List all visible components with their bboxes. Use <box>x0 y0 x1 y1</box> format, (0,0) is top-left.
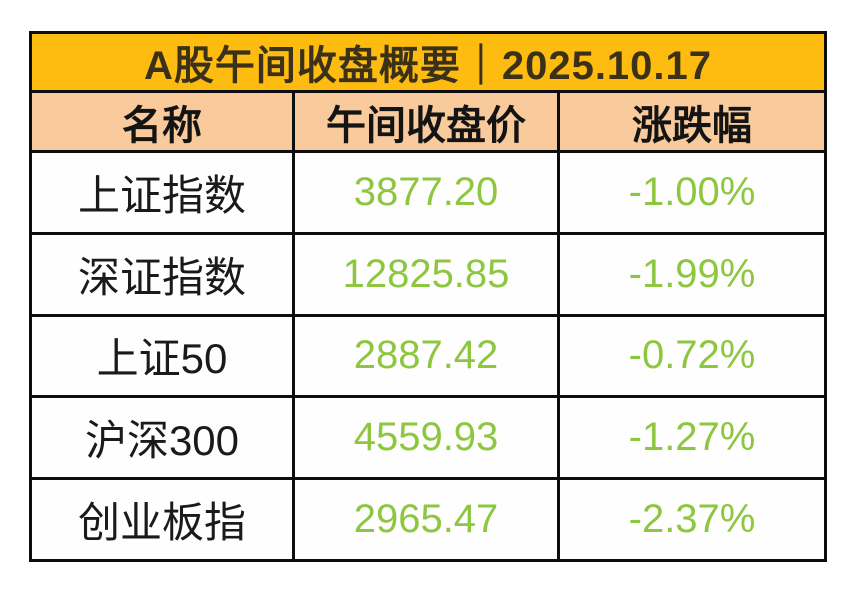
table-row: 上证50 2887.42 -0.72% <box>32 316 824 399</box>
table-row: 深证指数 12825.85 -1.99% <box>32 234 824 317</box>
stock-summary-table: A股午间收盘概要｜2025.10.17 名称 午间收盘价 涨跌幅 上证指数 38… <box>29 31 827 562</box>
index-name: 创业板指 <box>32 480 295 559</box>
closing-price: 2965.47 <box>295 480 560 559</box>
change-pct: -1.99% <box>628 251 756 296</box>
table-row: 沪深300 4559.93 -1.27% <box>32 398 824 481</box>
index-name: 上证指数 <box>32 153 295 232</box>
table-row: 创业板指 2965.47 -2.37% <box>32 480 824 559</box>
table-header-row: 名称 午间收盘价 涨跌幅 <box>32 93 824 153</box>
closing-price: 2887.42 <box>295 316 560 396</box>
closing-price: 3877.20 <box>295 153 560 232</box>
table-title-bar: A股午间收盘概要｜2025.10.17 <box>32 34 824 93</box>
table-row: 上证指数 3877.20 -1.00% <box>32 153 824 235</box>
change-pct: -1.00% <box>628 169 756 214</box>
index-name: 上证50 <box>32 316 295 396</box>
column-header-change: 涨跌幅 <box>632 103 752 148</box>
change-pct: -2.37% <box>628 497 756 542</box>
closing-price: 12825.85 <box>295 234 560 314</box>
column-header-name: 名称 <box>32 93 295 150</box>
column-header-price: 午间收盘价 <box>295 93 560 150</box>
index-name: 深证指数 <box>32 234 295 314</box>
change-pct: -1.27% <box>628 415 756 460</box>
index-name: 沪深300 <box>32 398 295 478</box>
change-pct: -0.72% <box>628 333 756 378</box>
closing-price: 4559.93 <box>295 398 560 478</box>
table-title: A股午间收盘概要｜2025.10.17 <box>143 44 713 88</box>
